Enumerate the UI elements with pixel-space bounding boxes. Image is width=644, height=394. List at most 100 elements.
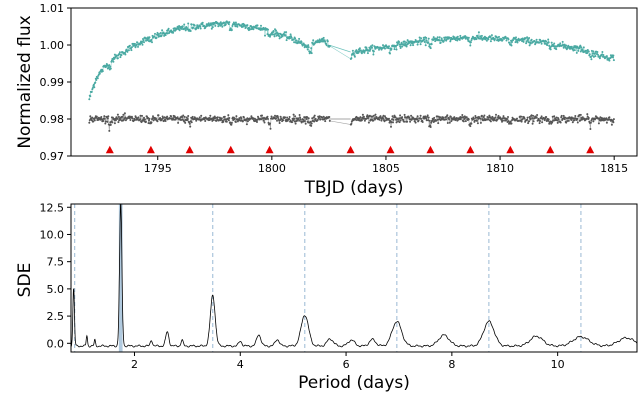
raw-flux-point xyxy=(355,49,358,52)
detrended-flux-point xyxy=(465,116,468,119)
detrended-flux-point xyxy=(496,118,499,121)
detrended-flux-point xyxy=(492,119,495,122)
raw-flux-point xyxy=(443,38,446,41)
detrended-flux-point xyxy=(409,120,412,123)
detrended-flux-point xyxy=(261,114,263,117)
raw-flux-point xyxy=(398,43,401,46)
detrended-flux-point xyxy=(241,120,244,123)
raw-flux-point xyxy=(546,44,549,47)
light-curve-x-tick-label: 1810 xyxy=(486,162,514,175)
detrended-flux-point xyxy=(573,119,576,122)
detrended-flux-point xyxy=(278,122,281,124)
raw-flux-point xyxy=(146,39,149,42)
transit-marker xyxy=(185,145,194,154)
raw-flux-point xyxy=(562,43,565,46)
raw-flux-point xyxy=(300,41,303,44)
detrended-flux-point xyxy=(489,120,492,123)
raw-flux-point xyxy=(512,39,514,42)
raw-flux-point xyxy=(528,37,531,39)
raw-flux-point xyxy=(428,43,431,46)
detrended-flux-point xyxy=(310,122,313,125)
raw-flux-point xyxy=(596,51,599,53)
raw-flux-point xyxy=(306,48,309,51)
detrended-flux-point xyxy=(379,115,382,118)
detrended-flux-point xyxy=(391,118,393,121)
raw-flux-point xyxy=(596,53,599,56)
raw-flux-point xyxy=(425,36,428,39)
raw-flux-point xyxy=(517,37,520,40)
raw-flux-point xyxy=(494,38,496,40)
detrended-flux-point xyxy=(173,118,176,121)
raw-flux-point xyxy=(371,44,374,47)
raw-flux-point xyxy=(600,53,603,56)
raw-flux-point xyxy=(116,57,119,60)
detrended-flux-point xyxy=(421,121,424,123)
raw-flux-point xyxy=(164,34,167,37)
raw-flux-point xyxy=(511,41,513,43)
detrended-flux-point xyxy=(299,116,302,119)
raw-flux-point xyxy=(325,44,328,47)
detrended-flux-point xyxy=(526,118,529,121)
detrended-flux-point xyxy=(574,115,577,117)
detrended-flux-point xyxy=(520,115,523,118)
raw-flux-point xyxy=(154,32,156,35)
raw-flux-point xyxy=(438,36,441,39)
detrended-flux-point xyxy=(523,117,526,120)
detrended-flux-point xyxy=(475,119,478,122)
raw-flux-point xyxy=(259,27,261,30)
raw-flux-point xyxy=(438,39,441,42)
detrended-flux-point xyxy=(277,118,280,120)
detrended-flux-point xyxy=(227,114,230,117)
detrended-flux-point xyxy=(163,116,166,119)
detrended-flux-point xyxy=(299,118,302,121)
detrended-flux-point xyxy=(198,116,201,119)
raw-flux-point xyxy=(130,49,133,52)
detrended-flux-point xyxy=(131,117,134,120)
raw-flux-point xyxy=(128,44,131,47)
raw-flux-point xyxy=(555,48,558,51)
detrended-flux-point xyxy=(586,113,589,116)
detrended-flux-point xyxy=(427,119,430,122)
detrended-flux-point xyxy=(482,116,485,118)
detrended-flux-point xyxy=(150,121,153,124)
raw-flux-point xyxy=(318,41,321,44)
raw-flux-point xyxy=(156,31,159,34)
light-curve-data xyxy=(88,20,615,154)
raw-flux-point xyxy=(608,59,611,62)
raw-flux-point xyxy=(420,37,423,40)
raw-flux-point xyxy=(90,90,93,93)
detrended-flux-point xyxy=(116,117,119,120)
best-period-band xyxy=(118,204,123,352)
raw-flux-point xyxy=(467,36,470,39)
raw-flux-point xyxy=(136,41,139,44)
detrended-flux-point xyxy=(383,120,386,123)
raw-flux-point xyxy=(418,36,421,39)
detrended-flux-point xyxy=(540,117,543,120)
detrended-flux-point xyxy=(532,120,535,123)
detrended-flux-point xyxy=(328,119,331,122)
detrended-flux-point xyxy=(103,115,106,118)
detrended-flux-point xyxy=(612,118,615,121)
raw-flux-point xyxy=(193,24,196,27)
detrended-flux-point xyxy=(592,120,595,123)
detrended-flux-point xyxy=(103,117,106,120)
detrended-flux-point xyxy=(516,117,518,120)
raw-flux-point xyxy=(360,52,363,55)
light-curve-y-axis-label: Normalized flux xyxy=(15,15,35,148)
light-curve-x-tick-label: 1805 xyxy=(372,162,400,175)
detrended-flux-point xyxy=(117,121,120,124)
light-curve-y-tick-label: 0.98 xyxy=(40,113,65,126)
detrended-flux-point xyxy=(215,119,218,122)
detrended-flux-point xyxy=(133,119,136,121)
raw-flux-point xyxy=(190,23,193,26)
detrended-flux-point xyxy=(425,117,428,120)
raw-flux-point xyxy=(284,34,287,37)
raw-flux-point xyxy=(93,86,96,89)
raw-flux-point xyxy=(573,49,576,52)
detrended-flux-point xyxy=(288,118,291,121)
raw-flux-point xyxy=(96,77,99,80)
raw-flux-point xyxy=(612,54,615,57)
detrended-flux-point xyxy=(269,122,271,125)
detrended-flux-point xyxy=(212,119,215,121)
raw-flux-point xyxy=(126,50,129,53)
